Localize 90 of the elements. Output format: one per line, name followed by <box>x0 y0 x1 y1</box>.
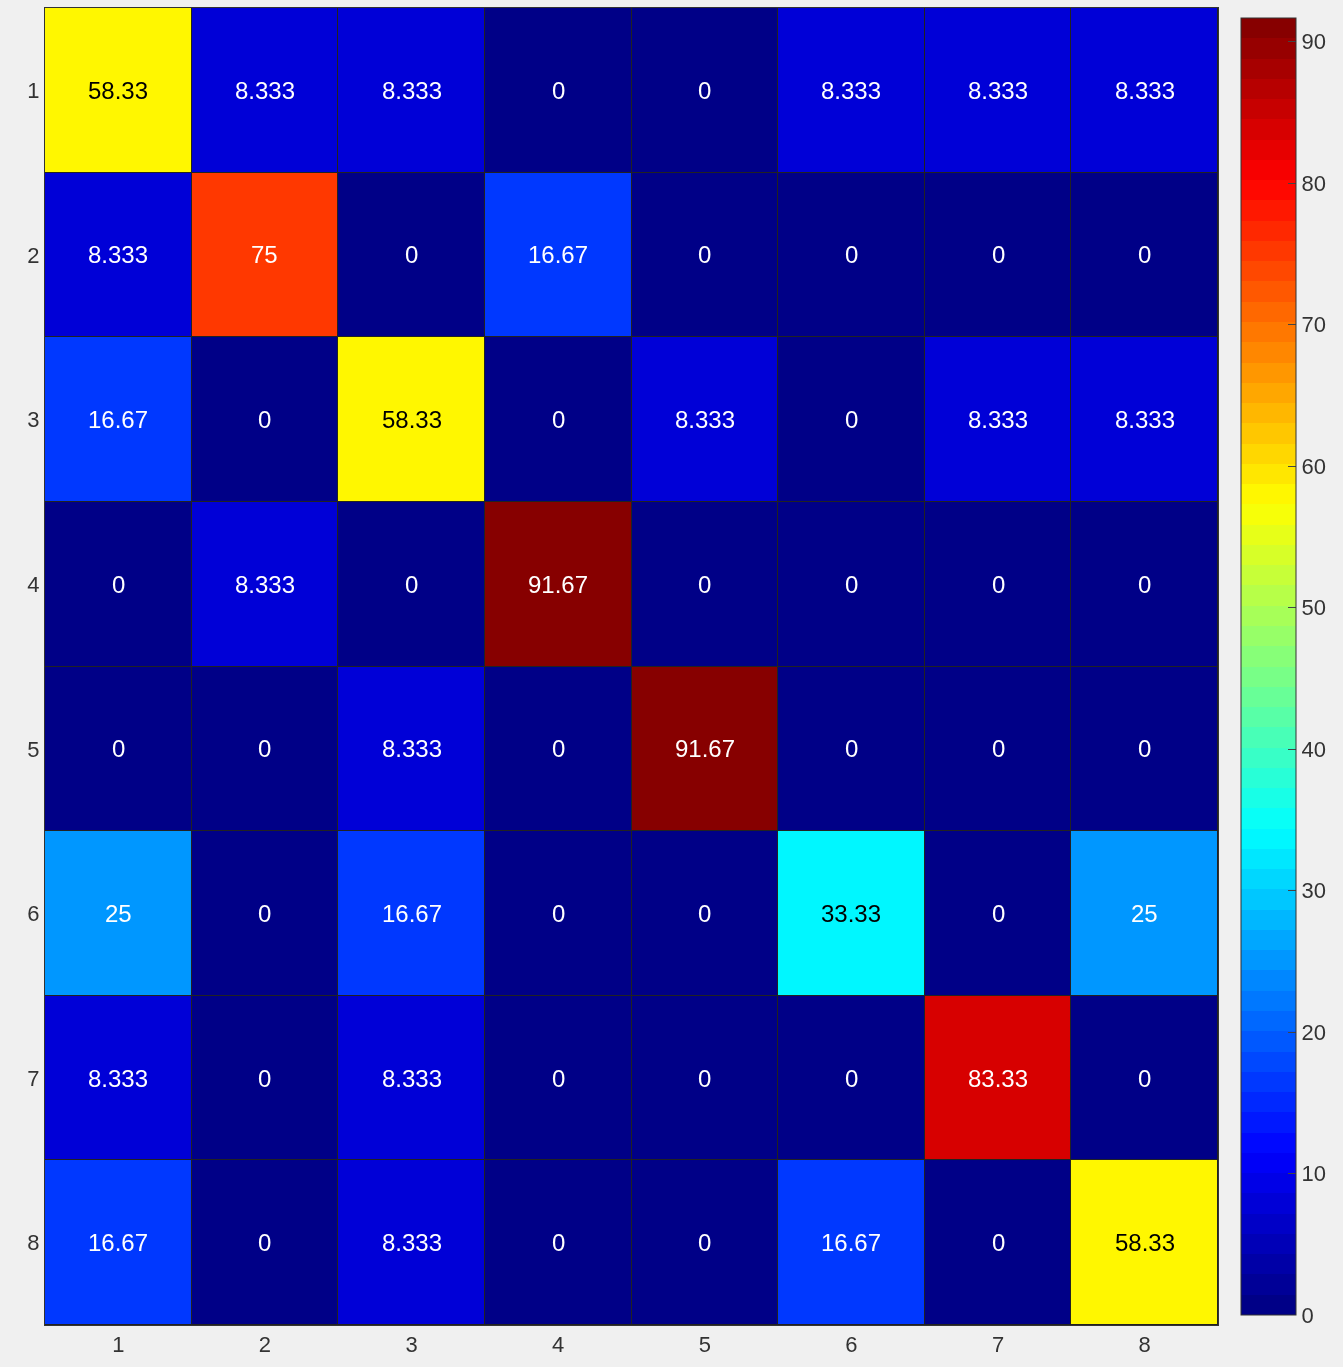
data-label: 0 <box>698 900 712 927</box>
color-bar-label: 20 <box>1301 1019 1326 1045</box>
x-tick-label: 5 <box>698 1332 711 1358</box>
data-label: 0 <box>698 1229 712 1256</box>
data-label: 8.333 <box>968 77 1029 104</box>
data-label: 0 <box>698 77 712 104</box>
data-label: 16.67 <box>528 241 589 268</box>
data-label: 0 <box>405 571 419 598</box>
data-label: 0 <box>258 1229 272 1256</box>
data-label: 58.33 <box>382 406 443 433</box>
data-label: 0 <box>1138 1065 1152 1092</box>
data-label: 16.67 <box>382 900 443 927</box>
data-label: 91.67 <box>675 735 736 762</box>
data-label: 0 <box>552 1065 566 1092</box>
data-label: 8.333 <box>1115 77 1176 104</box>
color-bar-label: 60 <box>1301 453 1326 479</box>
y-tick-label: 2 <box>27 242 40 268</box>
y-tick-label: 7 <box>27 1065 40 1091</box>
y-tick-label: 8 <box>27 1230 40 1256</box>
data-label: 8.333 <box>1115 406 1176 433</box>
data-label: 0 <box>845 735 859 762</box>
data-label: 0 <box>992 241 1006 268</box>
color-bar-label: 40 <box>1301 736 1326 762</box>
color-bar-label: 80 <box>1301 170 1326 196</box>
data-label: 0 <box>552 1229 566 1256</box>
data-label: 0 <box>698 571 712 598</box>
x-tick-label: 1 <box>112 1332 125 1358</box>
data-label: 0 <box>405 241 419 268</box>
data-label: 16.67 <box>821 1229 882 1256</box>
data-label: 0 <box>552 406 566 433</box>
x-tick-label: 3 <box>405 1332 418 1358</box>
data-label: 25 <box>105 900 132 927</box>
data-label: 0 <box>1138 735 1152 762</box>
x-tick-label: 8 <box>1138 1332 1151 1358</box>
data-label: 8.333 <box>382 77 443 104</box>
data-label: 91.67 <box>528 571 589 598</box>
data-label: 8.333 <box>382 1229 443 1256</box>
data-label: 8.333 <box>235 77 296 104</box>
data-label: 0 <box>992 900 1006 927</box>
data-label: 0 <box>552 77 566 104</box>
data-label: 58.33 <box>1115 1229 1176 1256</box>
data-label: 0 <box>1138 241 1152 268</box>
data-label: 75 <box>251 241 278 268</box>
data-label: 0 <box>698 1065 712 1092</box>
data-label: 0 <box>112 571 126 598</box>
data-label: 8.333 <box>675 406 736 433</box>
color-bar-label: 10 <box>1301 1161 1326 1187</box>
data-label: 0 <box>258 735 272 762</box>
y-tick-label: 6 <box>27 901 40 927</box>
data-label: 8.333 <box>382 1065 443 1092</box>
data-label: 8.333 <box>88 1065 149 1092</box>
y-tick-label: 4 <box>27 571 40 597</box>
data-label: 8.333 <box>821 77 882 104</box>
y-tick-label: 1 <box>27 78 40 104</box>
data-label: 0 <box>258 406 272 433</box>
y-tick-label: 3 <box>27 407 40 433</box>
data-label: 8.333 <box>382 735 443 762</box>
data-label: 0 <box>845 406 859 433</box>
data-label: 33.33 <box>821 900 882 927</box>
data-label: 0 <box>552 735 566 762</box>
color-bar-label: 50 <box>1301 595 1326 621</box>
data-label: 0 <box>552 900 566 927</box>
x-tick-label: 7 <box>991 1332 1005 1358</box>
data-label: 0 <box>258 900 272 927</box>
data-label: 0 <box>845 1065 859 1092</box>
data-label: 0 <box>1138 571 1152 598</box>
data-label: 8.333 <box>235 571 296 598</box>
color-bar-label: 70 <box>1301 312 1326 338</box>
data-label: 8.333 <box>968 406 1029 433</box>
color-bar-label: 30 <box>1301 878 1326 904</box>
data-label: 0 <box>992 571 1006 598</box>
data-label: 25 <box>1131 900 1158 927</box>
data-label: 58.33 <box>88 77 149 104</box>
data-label: 0 <box>992 1229 1006 1256</box>
data-label: 0 <box>992 735 1006 762</box>
data-label: 16.67 <box>88 406 149 433</box>
color-bar-label: 0 <box>1301 1302 1314 1328</box>
y-tick-label: 5 <box>27 736 40 762</box>
data-label: 0 <box>698 241 712 268</box>
data-label: 0 <box>258 1065 272 1092</box>
data-label: 0 <box>845 241 859 268</box>
data-label: 0 <box>845 571 859 598</box>
x-tick-label: 6 <box>845 1332 858 1358</box>
data-label: 8.333 <box>88 241 149 268</box>
data-label: 16.67 <box>88 1229 149 1256</box>
data-label: 83.33 <box>968 1065 1029 1092</box>
color-bar-label: 90 <box>1301 29 1326 55</box>
data-label: 0 <box>112 735 126 762</box>
x-tick-label: 2 <box>258 1332 272 1358</box>
x-tick-label: 4 <box>552 1332 565 1358</box>
